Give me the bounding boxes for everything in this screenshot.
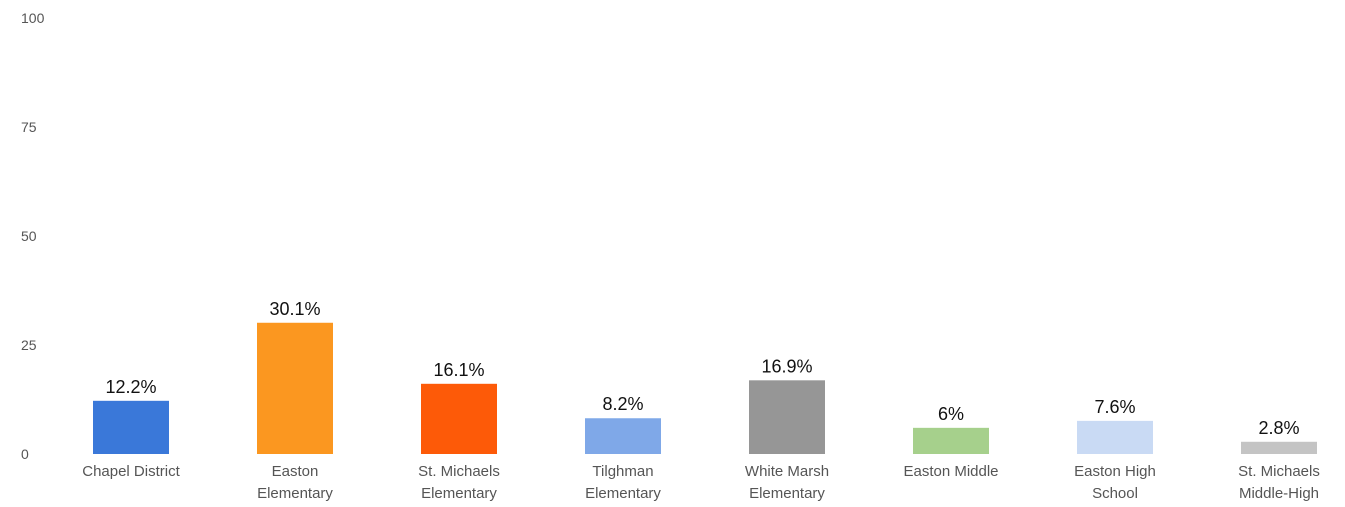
x-tick-label: Chapel District bbox=[82, 463, 180, 480]
y-tick-label: 50 bbox=[21, 228, 37, 244]
bar bbox=[585, 418, 661, 454]
data-label: 30.1% bbox=[269, 299, 320, 319]
data-label: 12.2% bbox=[105, 377, 156, 397]
x-tick-label: Tilghman bbox=[592, 463, 653, 480]
data-label: 16.1% bbox=[433, 360, 484, 380]
bar bbox=[1077, 420, 1153, 454]
x-tick-label: Elementary bbox=[421, 485, 497, 502]
bar bbox=[749, 380, 825, 454]
x-tick-label: Easton High bbox=[1074, 463, 1156, 480]
data-label: 6% bbox=[938, 404, 964, 424]
x-tick-label: Elementary bbox=[749, 485, 825, 502]
x-tick-label: Easton Middle bbox=[903, 463, 998, 480]
data-label: 16.9% bbox=[761, 356, 812, 376]
y-tick-label: 75 bbox=[21, 119, 37, 135]
y-tick-label: 100 bbox=[21, 10, 45, 26]
data-label: 8.2% bbox=[602, 394, 643, 414]
x-tick-label: White Marsh bbox=[745, 463, 829, 480]
x-tick-label: St. Michaels bbox=[1238, 463, 1320, 480]
bar bbox=[1241, 441, 1317, 454]
bar bbox=[421, 383, 497, 454]
bar bbox=[93, 400, 169, 454]
x-tick-label: St. Michaels bbox=[418, 463, 500, 480]
data-label: 7.6% bbox=[1094, 397, 1135, 417]
bar bbox=[913, 427, 989, 454]
x-tick-label: Elementary bbox=[585, 485, 661, 502]
x-tick-label: Easton bbox=[272, 463, 319, 480]
y-tick-label: 25 bbox=[21, 337, 37, 353]
bar bbox=[257, 322, 333, 454]
data-label: 2.8% bbox=[1258, 418, 1299, 438]
x-tick-label: Middle-High bbox=[1239, 485, 1319, 502]
x-tick-label: Elementary bbox=[257, 485, 333, 502]
x-tick-label: School bbox=[1092, 485, 1138, 502]
y-tick-label: 0 bbox=[21, 446, 29, 462]
